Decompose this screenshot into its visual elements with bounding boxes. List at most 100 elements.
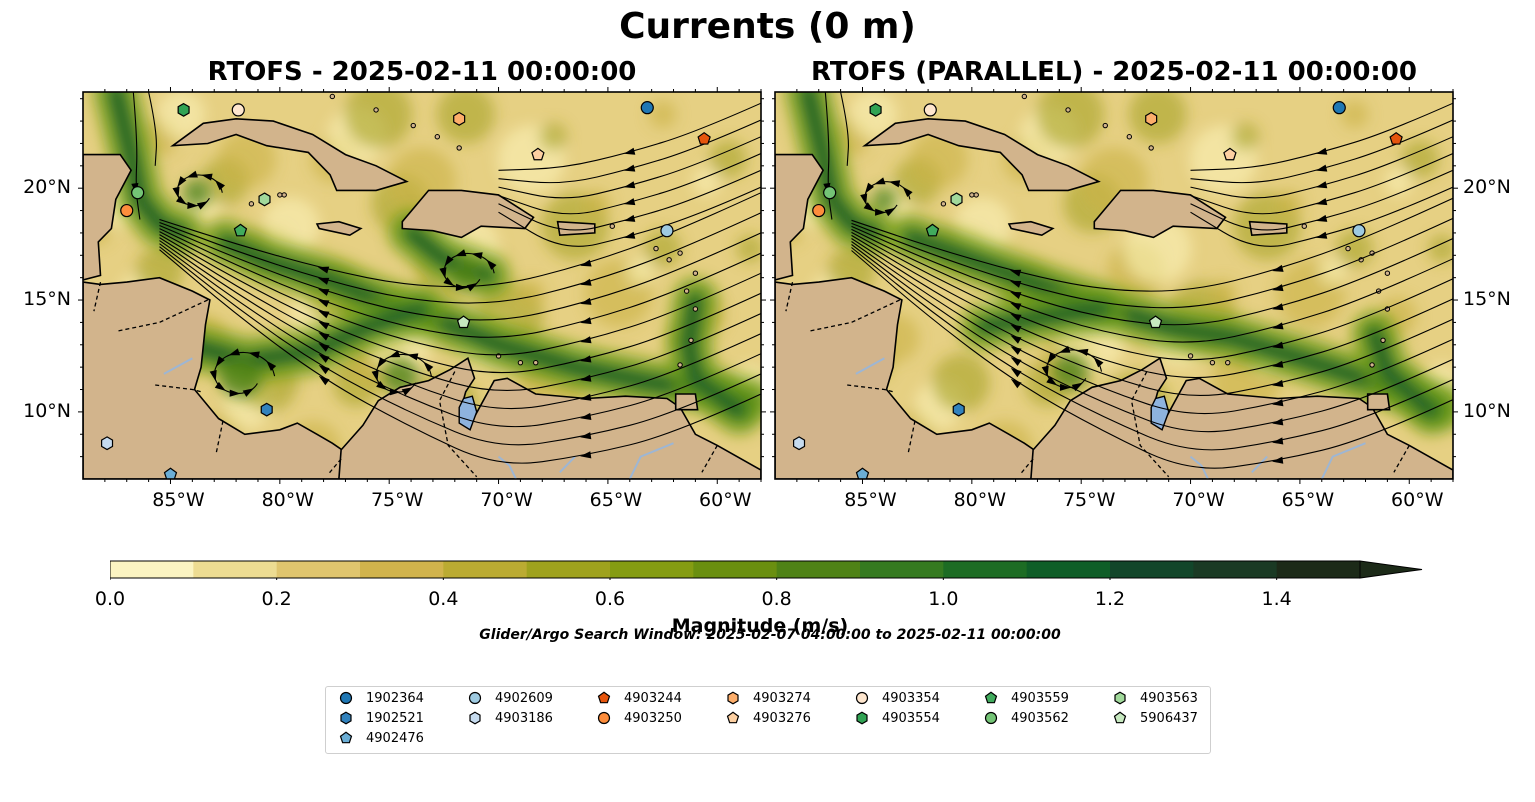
colorbar-segment xyxy=(193,561,278,578)
legend-entry-1902521: 1902521 xyxy=(338,710,424,726)
legend-marker-4903354[interactable] xyxy=(855,691,869,705)
legend-marker-4902476[interactable] xyxy=(339,731,353,744)
legend-marker-5906437[interactable] xyxy=(1113,711,1127,724)
float-marker-4903250[interactable] xyxy=(120,203,134,218)
legend-entry-4902609: 4902609 xyxy=(467,690,553,706)
circle-marker-icon xyxy=(855,691,869,705)
pentagon-marker-icon xyxy=(597,691,611,704)
legend-entry-4903562: 4903562 xyxy=(983,710,1069,726)
float-marker-5906437[interactable] xyxy=(1148,315,1163,329)
lat-tick-label: 10°N xyxy=(23,399,71,422)
colorbar-tick-label: 1.2 xyxy=(1094,588,1126,610)
float-marker-1902364[interactable] xyxy=(1332,101,1346,115)
hexagon-marker-icon xyxy=(727,691,739,705)
float-marker-4903276[interactable] xyxy=(1223,147,1237,161)
streamlines xyxy=(823,92,1453,469)
float-marker-4903250[interactable] xyxy=(812,203,826,218)
legend-marker-4903562[interactable] xyxy=(984,711,998,725)
float-marker-4903562[interactable] xyxy=(131,186,145,200)
legend-marker-4903274[interactable] xyxy=(727,691,739,705)
float-marker-4902609[interactable] xyxy=(1352,224,1366,238)
colorbar-segment xyxy=(693,561,778,578)
legend-label: 4903186 xyxy=(495,710,553,726)
legend-entry-4902476: 4902476 xyxy=(338,730,424,746)
float-marker-4903186[interactable] xyxy=(101,436,114,451)
legend-label: 4903274 xyxy=(753,690,811,706)
legend-marker-4903554[interactable] xyxy=(856,711,868,725)
map-panel-rtofs-parallel[interactable] xyxy=(770,87,1458,484)
legend-entry-4903276: 4903276 xyxy=(725,710,811,726)
float-marker-4903276[interactable] xyxy=(531,147,545,161)
legend-entry-4903563: 4903563 xyxy=(1112,690,1198,706)
colorbar-extend-arrow xyxy=(1359,560,1423,579)
float-marker-4903554[interactable] xyxy=(177,102,190,117)
pentagon-marker-icon xyxy=(726,711,740,724)
lon-tick-label: 60°W xyxy=(699,489,752,511)
float-marker-1902521[interactable] xyxy=(260,402,273,417)
lon-tick-label: 65°W xyxy=(589,489,643,511)
colorbar-segment xyxy=(943,561,1028,578)
panel-title-rtofs-parallel: RTOFS (PARALLEL) - 2025-02-11 00:00:00 xyxy=(811,57,1417,87)
colorbar-label: Magnitude (m/s) xyxy=(671,615,849,637)
legend-marker-1902521[interactable] xyxy=(340,711,352,725)
legend-marker-4903244[interactable] xyxy=(597,691,611,704)
lon-tick-label: 70°W xyxy=(480,489,533,511)
float-marker-4903562[interactable] xyxy=(823,186,837,200)
legend-marker-4903186[interactable] xyxy=(469,711,481,725)
float-marker-4903354[interactable] xyxy=(231,103,245,117)
lat-tick-label: 10°N xyxy=(1463,399,1511,422)
legend-label: 4903562 xyxy=(1011,710,1069,726)
float-marker-4903554[interactable] xyxy=(869,102,882,117)
float-marker-4903244[interactable] xyxy=(1389,131,1403,145)
float-marker-5906437[interactable] xyxy=(456,315,471,329)
panel-title-rtofs: RTOFS - 2025-02-11 00:00:00 xyxy=(207,57,637,87)
legend-entry-1902364: 1902364 xyxy=(338,690,424,706)
lon-tick-label: 80°W xyxy=(261,489,315,511)
legend-marker-4903563[interactable] xyxy=(1114,691,1126,705)
float-marker-4903559[interactable] xyxy=(925,223,940,237)
float-marker-1902521[interactable] xyxy=(952,402,965,417)
legend-marker-4903276[interactable] xyxy=(726,711,740,724)
float-marker-1902364[interactable] xyxy=(640,101,654,115)
colorbar-tick-label: 0.0 xyxy=(94,588,126,610)
legend-marker-4903250[interactable] xyxy=(597,711,611,725)
colorbar-segment xyxy=(1110,561,1194,578)
legend-entry-4903274: 4903274 xyxy=(725,690,811,706)
legend-marker-4902609[interactable] xyxy=(468,691,482,705)
colorbar-segment xyxy=(360,561,444,578)
float-marker-4903186[interactable] xyxy=(793,436,806,451)
float-marker-4903274[interactable] xyxy=(1145,111,1158,126)
lat-tick-label: 20°N xyxy=(1463,176,1511,199)
legend-label: 4903244 xyxy=(624,690,682,706)
legend-marker-4903559[interactable] xyxy=(984,691,998,704)
colorbar-tick-label: 1.0 xyxy=(928,588,959,610)
hexagon-marker-icon xyxy=(340,711,352,725)
colorbar-segment xyxy=(860,561,944,578)
float-marker-4903244[interactable] xyxy=(697,131,711,145)
float-marker-4903563[interactable] xyxy=(258,192,271,207)
float-marker-4903274[interactable] xyxy=(453,111,466,126)
float-marker-4902609[interactable] xyxy=(660,224,674,238)
float-legend: 1902364 1902521 4902476 4902609 4903186 49032… xyxy=(325,686,1211,754)
lat-tick-label: 15°N xyxy=(1463,288,1511,311)
colorbar-segment xyxy=(443,561,528,578)
legend-label: 4903250 xyxy=(624,710,682,726)
circle-marker-icon xyxy=(597,711,611,725)
float-marker-4903559[interactable] xyxy=(233,223,248,237)
legend-entry-4903186: 4903186 xyxy=(467,710,553,726)
float-marker-4903563[interactable] xyxy=(950,192,963,207)
float-marker-4903354[interactable] xyxy=(923,103,937,117)
float-marker-4902476[interactable] xyxy=(163,467,178,479)
legend-label: 4902609 xyxy=(495,690,553,706)
pentagon-marker-icon xyxy=(984,691,998,704)
hexagon-marker-icon xyxy=(469,711,481,725)
legend-marker-1902364[interactable] xyxy=(339,691,353,705)
map-panel-rtofs[interactable] xyxy=(78,87,766,484)
legend-entry-5906437: 5906437 xyxy=(1112,710,1198,726)
pentagon-marker-icon xyxy=(339,731,353,744)
float-marker-4902476[interactable] xyxy=(855,467,870,479)
search-window-note: Glider/Argo Search Window: 2025-02-07 04… xyxy=(479,627,1061,643)
hexagon-marker-icon xyxy=(856,711,868,725)
colorbar-tick-label: 0.2 xyxy=(261,588,292,610)
lon-tick-label: 85°W xyxy=(152,489,205,511)
